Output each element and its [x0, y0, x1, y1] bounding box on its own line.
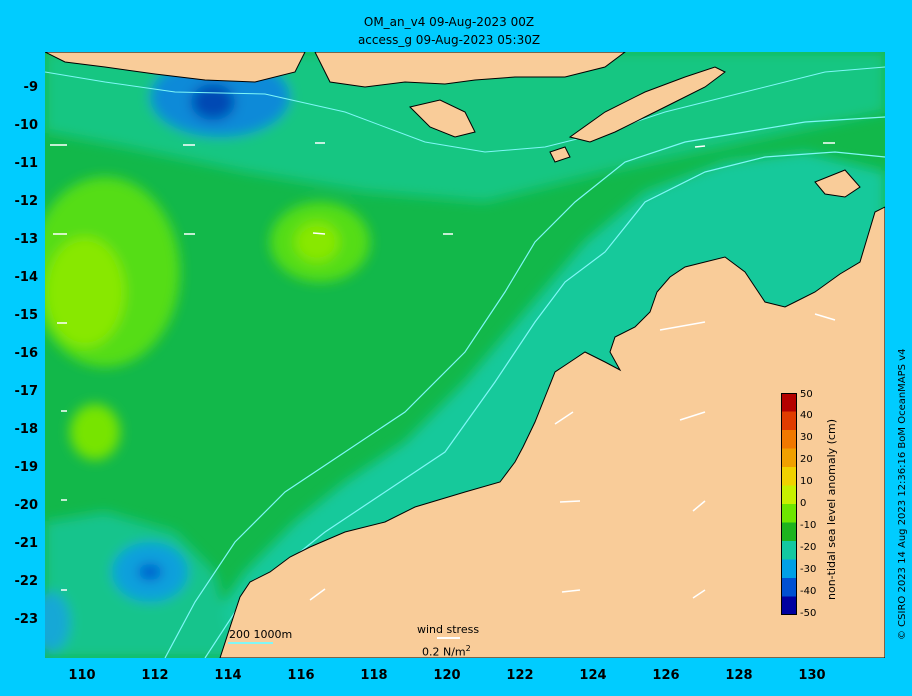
- lon-tick-label: 112: [141, 668, 169, 683]
- wind-arrow: [554, 411, 574, 425]
- wind-arrow: [814, 313, 836, 321]
- colorbar-band: [781, 504, 797, 523]
- map-title-forcing: access_g 09-Aug-2023 05:30Z: [357, 33, 541, 47]
- colorbar-title: non-tidal sea level anomaly (cm): [825, 419, 838, 600]
- colorbar-tick-label: 20: [800, 454, 813, 465]
- lon-tick-label: 126: [652, 668, 680, 683]
- colorbar-tick-label: 40: [800, 410, 813, 421]
- wind-stress-scale: 0.2 N/m2: [422, 644, 471, 659]
- lat-tick-label: -12: [14, 194, 39, 209]
- wind-arrow: [561, 589, 581, 593]
- lon-tick-label: 118: [360, 668, 388, 683]
- lon-tick-label: 120: [433, 668, 461, 683]
- wind-stress-arrows: [50, 142, 836, 601]
- anomaly-high-west-core: [45, 237, 125, 347]
- lat-tick-label: -15: [14, 308, 39, 323]
- lon-tick-label: 122: [506, 668, 534, 683]
- lon-tick-label: 114: [214, 668, 242, 683]
- lat-tick-label: -23: [14, 612, 39, 627]
- anomaly-high-center-core: [295, 222, 339, 262]
- colorbar-band: [781, 393, 797, 412]
- wind-arrow: [312, 232, 326, 235]
- anomaly-low-west-edge: [45, 592, 70, 652]
- wind-stress-label: wind stress: [417, 623, 480, 636]
- colorbar-band: [781, 596, 797, 615]
- wind-arrow: [694, 145, 706, 148]
- colorbar-band: [781, 522, 797, 542]
- lat-tick-label: -14: [14, 270, 39, 285]
- lat-tick-label: -18: [14, 422, 39, 437]
- colorbar-tick-label: -50: [800, 608, 817, 619]
- lat-tick-label: -9: [23, 80, 38, 95]
- wind-stress-scale-exponent: 2: [465, 644, 471, 653]
- lon-tick-label: 116: [287, 668, 315, 683]
- colorbar-band: [781, 485, 797, 505]
- anomaly-high-south: [70, 404, 120, 460]
- lon-tick-label: 130: [798, 668, 826, 683]
- lat-tick-label: -11: [14, 156, 39, 171]
- isobath-legend: 200 1000m: [229, 628, 293, 641]
- wind-arrow: [309, 588, 326, 601]
- colorbar-band: [781, 448, 797, 468]
- map-title-model: OM_an_v4 09-Aug-2023 00Z: [363, 15, 535, 29]
- island-sumba: [409, 99, 476, 138]
- colorbar-tick-label: 50: [800, 389, 813, 400]
- lat-tick-label: -16: [14, 346, 39, 361]
- colorbar-tick-label: -30: [800, 564, 817, 575]
- lat-tick-label: -17: [14, 384, 39, 399]
- wind-arrow: [659, 321, 706, 331]
- wind-stress-scale-value: 0.2 N/m: [422, 645, 466, 659]
- lon-tick-label: 128: [725, 668, 753, 683]
- island-flores: [314, 52, 626, 88]
- wind-arrow: [679, 411, 706, 421]
- australia-land: [219, 206, 885, 658]
- island-north-chain: [45, 52, 306, 83]
- lon-tick-label: 110: [68, 668, 96, 683]
- colorbar-band: [781, 541, 797, 560]
- lon-tick-label: 124: [579, 668, 607, 683]
- colorbar-band: [781, 467, 797, 486]
- anomaly-low-core: [191, 84, 235, 120]
- wind-arrow: [692, 500, 706, 512]
- lat-tick-label: -10: [14, 118, 39, 133]
- lat-tick-label: -22: [14, 574, 39, 589]
- isobath-1000m: [164, 116, 885, 658]
- wind-arrow: [559, 500, 581, 503]
- colorbar-tick-label: 10: [800, 476, 813, 487]
- colorbar-tick-label: -10: [800, 520, 817, 531]
- lat-tick-label: -19: [14, 460, 39, 475]
- lat-tick-label: -13: [14, 232, 39, 247]
- anomaly-low-core-sw: [138, 564, 162, 580]
- colorbar-band: [781, 559, 797, 579]
- colorbar-band: [781, 411, 797, 431]
- isobath-north: [45, 66, 885, 153]
- colorbar-tick-label: -40: [800, 586, 817, 597]
- lat-tick-label: -20: [14, 498, 39, 513]
- island-small-east: [814, 169, 861, 198]
- colorbar-tick-label: 0: [800, 498, 807, 509]
- island-rote: [549, 146, 571, 163]
- wind-arrow: [692, 589, 706, 599]
- colorbar: [781, 393, 797, 615]
- island-timor: [568, 66, 726, 143]
- lat-tick-label: -21: [14, 536, 39, 551]
- colorbar-band: [781, 430, 797, 449]
- colorbar-band: [781, 578, 797, 597]
- colorbar-tick-label: -20: [800, 542, 817, 553]
- credit-text: © CSIRO 2023 14 Aug 2023 12:36:16 BoM Oc…: [897, 348, 908, 641]
- colorbar-tick-label: 30: [800, 432, 813, 443]
- sea-level-map: [45, 52, 885, 658]
